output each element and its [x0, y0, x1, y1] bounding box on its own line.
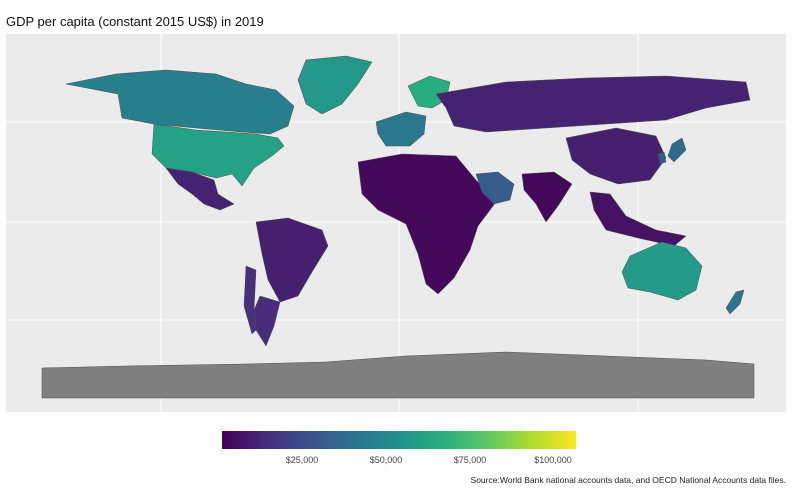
- country-argentina: [253, 295, 281, 347]
- country-canada: [65, 69, 295, 135]
- country-europe-west: [375, 111, 427, 147]
- legend-tick-marks: [301, 449, 554, 453]
- country-australia: [621, 241, 703, 301]
- country-china: [565, 127, 667, 185]
- source-note: Source:World Bank national accounts data…: [470, 475, 786, 485]
- country-southeast-asia: [589, 191, 687, 247]
- country-new-zealand: [725, 289, 745, 315]
- legend-colorbar: [222, 431, 576, 449]
- legend-tick-label: $100,000: [534, 455, 572, 465]
- country-japan: [667, 137, 687, 163]
- country-russia: [435, 75, 751, 133]
- country-middle-east-gulf: [475, 171, 515, 205]
- legend-tick-label: $50,000: [369, 455, 403, 465]
- country-antarctica: [41, 351, 755, 399]
- map-title: GDP per capita (constant 2015 US$) in 20…: [6, 14, 264, 29]
- country-india: [521, 171, 573, 223]
- legend-tick-label: $25,000: [285, 455, 319, 465]
- country-greenland: [297, 55, 373, 115]
- country-mexico: [165, 167, 235, 211]
- country-chile: [243, 265, 257, 335]
- country-south-korea: [657, 151, 667, 165]
- country-brazil: [255, 217, 329, 303]
- legend-tick-label: $75,000: [453, 455, 487, 465]
- map-panel: [6, 34, 786, 412]
- world-map: [6, 34, 786, 412]
- country-africa: [357, 153, 497, 295]
